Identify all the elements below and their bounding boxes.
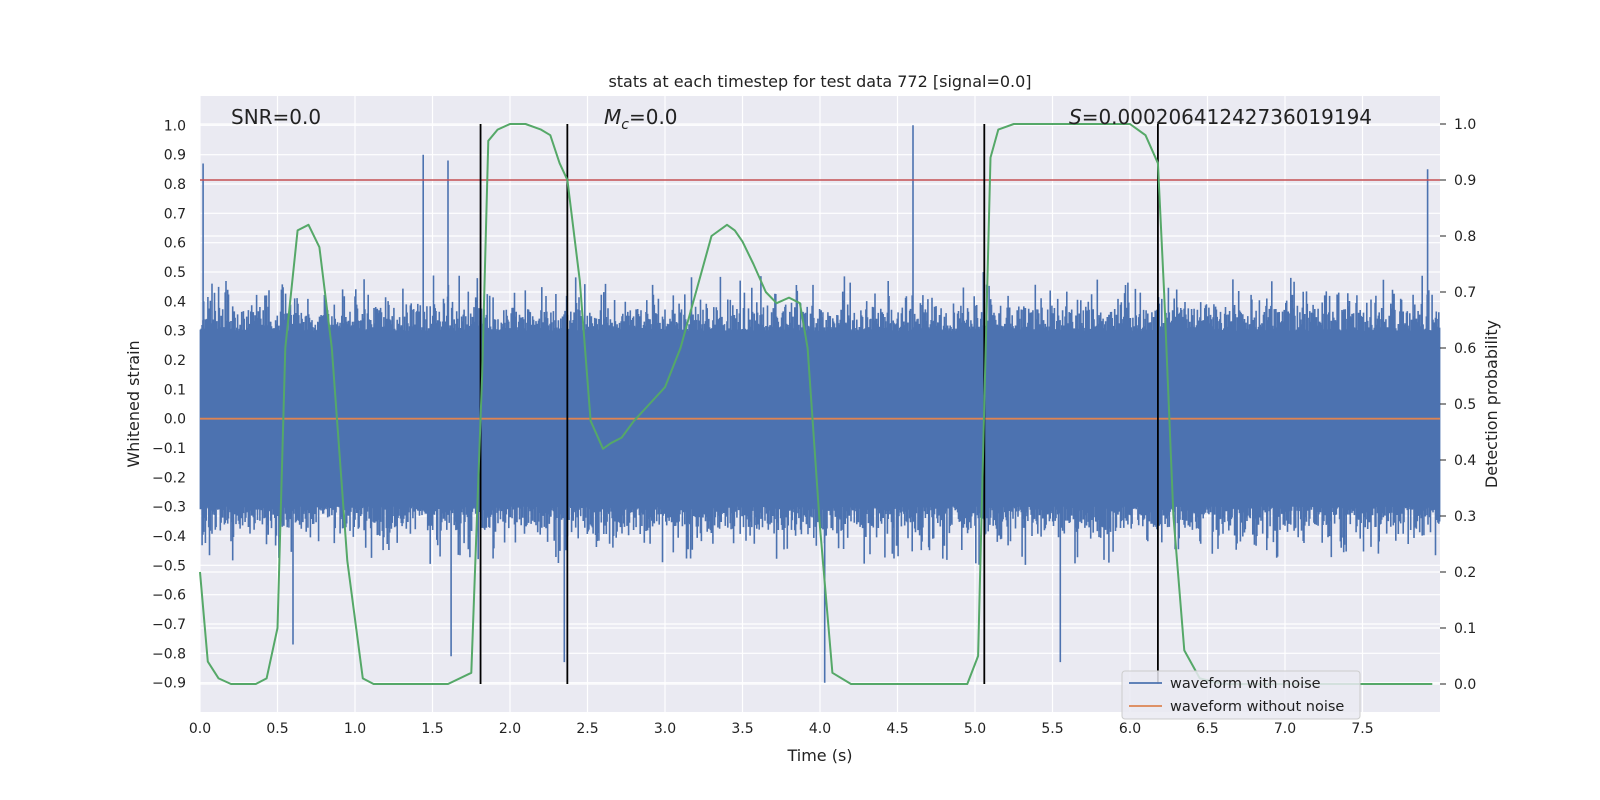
- y-left-tick-label: −0.8: [152, 646, 186, 662]
- y-right-tick-label: 0.3: [1454, 509, 1476, 525]
- x-axis-label: Time (s): [786, 746, 852, 765]
- chirp-mass-value: =0.0: [629, 105, 678, 129]
- x-tick-label: 3.0: [654, 721, 676, 737]
- y-right-tick-label: 0.9: [1454, 173, 1476, 189]
- x-tick-label: 7.0: [1274, 721, 1296, 737]
- y-left-tick-label: −0.5: [152, 558, 186, 574]
- statistic-annotation: S=0.00020641242736019194: [1069, 105, 1372, 129]
- chirp-mass-annotation: Mc=0.0: [604, 105, 678, 133]
- y-left-tick-label: −0.6: [152, 588, 186, 604]
- x-tick-label: 4.0: [809, 721, 831, 737]
- legend-label-clean: waveform without noise: [1170, 699, 1344, 715]
- x-tick-label: 2.5: [576, 721, 598, 737]
- statistic-value: =0.00020641242736019194: [1082, 105, 1372, 129]
- y-left-tick-label: 0.5: [164, 265, 186, 281]
- y-left-tick-label: 0.1: [164, 382, 186, 398]
- y-left-tick-label: 0.2: [164, 353, 186, 369]
- y-right-tick-label: 0.6: [1454, 341, 1476, 357]
- y-left-tick-label: 0.4: [164, 294, 186, 310]
- chirp-mass-symbol: M: [604, 105, 621, 129]
- y-left-tick-label: −0.7: [152, 617, 186, 633]
- y-left-tick-label: −0.2: [152, 470, 186, 486]
- y-right-tick-label: 0.2: [1454, 565, 1476, 581]
- chart-title: stats at each timestep for test data 772…: [608, 72, 1031, 91]
- y-axis-label-left: Whitened strain: [124, 340, 143, 467]
- y-left-tick-label: 0.7: [164, 206, 186, 222]
- x-tick-label: 6.0: [1119, 721, 1141, 737]
- y-right-tick-label: 0.5: [1454, 397, 1476, 413]
- legend-box: [1121, 670, 1361, 720]
- y-left-tick-label: −0.9: [152, 676, 186, 692]
- chirp-mass-subscript: c: [621, 117, 629, 133]
- overlay-series: [199, 123, 1440, 685]
- y-left-tick-label: 0.8: [164, 177, 186, 193]
- y-left-tick-label: 0.6: [164, 236, 186, 252]
- x-tick-label: 1.0: [344, 721, 366, 737]
- y-left-tick-label: −0.3: [152, 500, 186, 516]
- x-tick-label: 5.0: [964, 721, 986, 737]
- y-left-tick-label: −0.1: [152, 441, 186, 457]
- legend-label-noise: waveform with noise: [1170, 676, 1321, 692]
- x-tick-label: 3.5: [731, 721, 753, 737]
- statistic-symbol: S: [1069, 105, 1082, 129]
- x-tick-label: 0.5: [266, 721, 288, 737]
- snr-annotation: SNR=0.0: [231, 105, 321, 129]
- y-right-tick-label: 0.4: [1454, 453, 1476, 469]
- y-left-tick-label: 0.3: [164, 324, 186, 340]
- x-tick-label: 2.0: [499, 721, 521, 737]
- x-tick-label: 4.5: [886, 721, 908, 737]
- y-right-tick-label: 0.1: [1454, 621, 1476, 637]
- y-axis-label-right: Detection probability: [1482, 320, 1501, 488]
- x-tick-label: 7.5: [1351, 721, 1373, 737]
- x-tick-label: 5.5: [1041, 721, 1063, 737]
- detection-probability-line: [199, 123, 1433, 685]
- x-tick-label: 1.5: [421, 721, 443, 737]
- y-right-tick-label: 0.0: [1454, 677, 1476, 693]
- y-left-tick-label: 0.0: [164, 412, 186, 428]
- x-tick-label: 0.0: [189, 721, 211, 737]
- legend: waveform with noise waveform without noi…: [1121, 670, 1361, 720]
- y-right-tick-label: 0.8: [1454, 229, 1476, 245]
- x-tick-label: 6.5: [1196, 721, 1218, 737]
- y-right-tick-label: 1.0: [1454, 117, 1476, 133]
- y-left-tick-label: 0.9: [164, 148, 186, 164]
- y-left-tick-label: 1.0: [164, 118, 186, 134]
- y-right-tick-label: 0.7: [1454, 285, 1476, 301]
- y-left-tick-label: −0.4: [152, 529, 186, 545]
- axes: 0.0 0.5 1.0 1.5 2.0 2.5 3.0 3.5 4.0 4.5 5.0 5.5 6.0 6…: [152, 117, 1476, 737]
